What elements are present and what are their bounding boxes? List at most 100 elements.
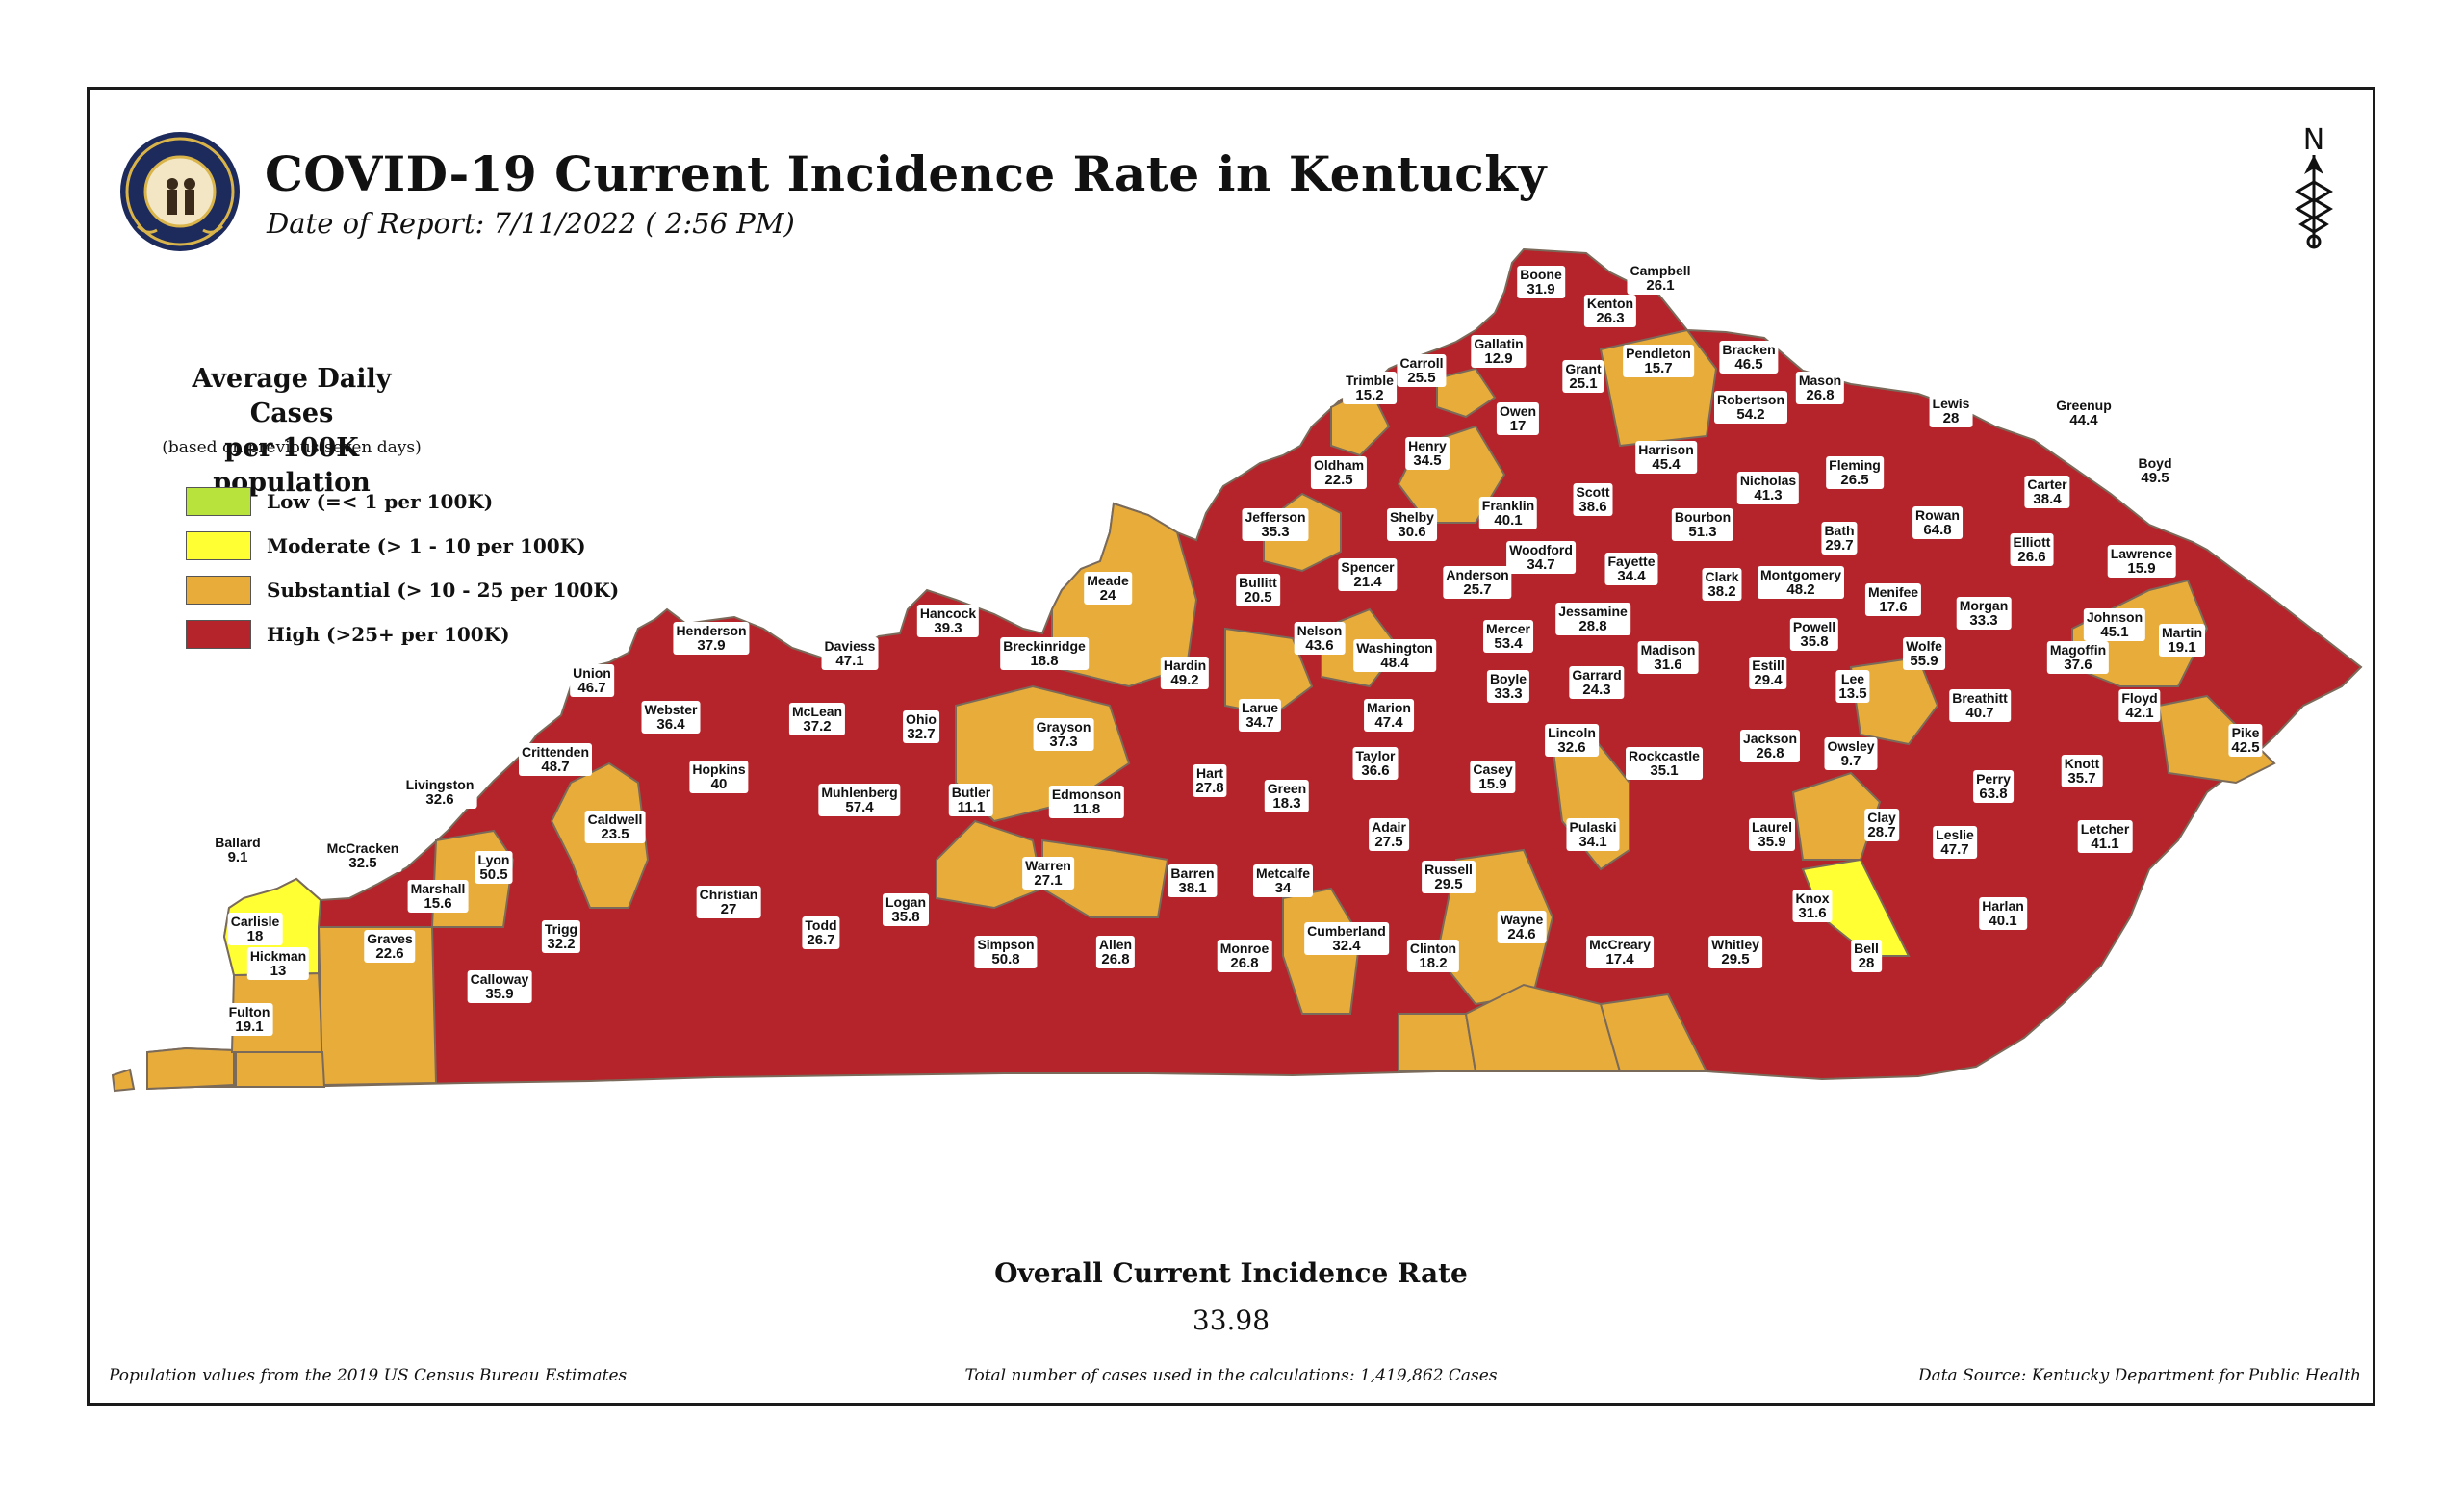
- county-rate: 57.4: [845, 799, 874, 815]
- county-label-gallatin: Gallatin 12.9: [1471, 335, 1527, 368]
- county-label-mclean: McLean 37.2: [788, 703, 846, 735]
- county-name: Breckinridge: [1003, 638, 1086, 654]
- county-name: Laurel: [1751, 819, 1793, 835]
- county-rate: 38.1: [1178, 880, 1207, 896]
- county-shape-carlisle: [146, 1046, 235, 1091]
- county-label-lawrence: Lawrence 15.9: [2107, 545, 2176, 578]
- county-label-lee: Lee 13.5: [1835, 670, 1870, 703]
- county-rate: 31.6: [1798, 905, 1827, 921]
- footer-case-count: Total number of cases used in the calcul…: [964, 1366, 1498, 1385]
- county-label-henderson: Henderson 37.9: [673, 622, 750, 655]
- county-shape-mccreary: [1599, 993, 1708, 1072]
- county-name: Livingston: [405, 777, 475, 792]
- county-name: Harlan: [1982, 898, 2024, 914]
- county-name: Whitley: [1711, 937, 1759, 952]
- county-name: Boyd: [2138, 455, 2172, 471]
- county-label-morgan: Morgan 33.3: [1956, 597, 2012, 630]
- county-label-garrard: Garrard 24.3: [1569, 666, 1625, 699]
- county-shape-gallatin: [1436, 367, 1497, 419]
- county-name: Metcalfe: [1255, 865, 1311, 881]
- county-label-mccracken: McCracken 32.5: [323, 839, 402, 872]
- county-label-rowan: Rowan 64.8: [1912, 506, 1963, 539]
- county-label-campbell: Campbell 26.1: [1627, 262, 1694, 295]
- county-label-pendleton: Pendleton 15.7: [1623, 345, 1694, 377]
- county-name: Rockcastle: [1629, 748, 1700, 763]
- county-label-pike: Pike 42.5: [2228, 724, 2263, 757]
- county-rate: 24.3: [1582, 682, 1611, 698]
- legend-swatch-high: [186, 620, 251, 649]
- county-label-knox: Knox 31.6: [1792, 890, 1833, 922]
- county-name: McCreary: [1589, 937, 1651, 952]
- county-rate: 15.2: [1355, 387, 1384, 403]
- county-name: Lyon: [477, 852, 510, 867]
- county-label-trimble: Trimble 15.2: [1343, 372, 1397, 404]
- county-label-floyd: Floyd 42.1: [2118, 689, 2161, 722]
- county-rate: 63.8: [1979, 786, 2008, 802]
- county-rate: 25.7: [1463, 581, 1492, 598]
- county-label-ohio: Ohio 32.7: [903, 710, 939, 743]
- county-rate: 41.1: [2091, 836, 2119, 852]
- county-rate: 40: [710, 776, 728, 792]
- county-label-meade: Meade 24: [1084, 572, 1132, 605]
- county-shape-bullitt: [1224, 627, 1314, 717]
- legend-note: (based on previous seven days): [162, 438, 422, 457]
- county-name: Oldham: [1313, 457, 1365, 473]
- county-rate: 55.9: [1910, 653, 1938, 669]
- county-rate: 41.3: [1754, 487, 1783, 503]
- county-name: Bracken: [1722, 342, 1776, 357]
- county-rate: 34.4: [1617, 568, 1646, 584]
- county-rate: 11.1: [957, 799, 986, 815]
- county-label-webster: Webster 36.4: [641, 701, 701, 734]
- county-name: Pike: [2231, 725, 2260, 740]
- county-shape-clinton: [1398, 1013, 1477, 1072]
- county-label-washington: Washington 48.4: [1353, 639, 1436, 672]
- county-rate: 37.3: [1049, 734, 1078, 750]
- county-label-mason: Mason 26.8: [1795, 372, 1845, 404]
- county-rate: 29.5: [1721, 951, 1750, 967]
- county-rate: 15.9: [1478, 776, 1507, 792]
- county-rate: 44.4: [2069, 412, 2098, 428]
- county-name: Caldwell: [587, 812, 643, 827]
- county-name: Montgomery: [1760, 567, 1841, 582]
- county-rate: 27: [720, 901, 737, 917]
- county-rate: 17: [1509, 418, 1527, 434]
- legend-title-line1: Average Daily Cases: [192, 364, 392, 428]
- county-name: Ohio: [906, 711, 937, 727]
- legend-label-moderate: Moderate (> 1 - 10 per 100K): [267, 534, 586, 557]
- county-rate: 34: [1274, 880, 1292, 896]
- county-label-madison: Madison 31.6: [1637, 641, 1699, 674]
- county-rate: 40.7: [1965, 705, 1994, 721]
- county-rate: 22.5: [1324, 472, 1353, 488]
- county-rate: 18.8: [1030, 653, 1059, 669]
- county-rate: 49.2: [1170, 672, 1199, 688]
- county-name: Elliott: [2013, 534, 2051, 550]
- legend-label-low: Low (=< 1 per 100K): [267, 490, 494, 513]
- county-label-boyd: Boyd 49.5: [2135, 454, 2175, 487]
- county-label-greenup: Greenup 44.4: [2053, 397, 2115, 429]
- county-rate: 19.1: [235, 1019, 264, 1035]
- county-label-warren: Warren 27.1: [1022, 857, 1074, 890]
- footer-population-note: Population values from the 2019 US Censu…: [109, 1366, 628, 1385]
- county-label-laurel: Laurel 35.9: [1748, 818, 1796, 851]
- county-rate: 18: [246, 928, 264, 944]
- county-name: Hart: [1195, 765, 1224, 781]
- county-rate: 26.7: [807, 932, 835, 948]
- county-rate: 37.9: [697, 637, 726, 654]
- county-rate: 35.8: [891, 909, 920, 925]
- county-rate: 26.5: [1840, 472, 1869, 488]
- county-name: Larue: [1241, 700, 1279, 715]
- county-label-henry: Henry 34.5: [1405, 437, 1450, 470]
- county-rate: 17.4: [1605, 951, 1634, 967]
- county-rate: 49.5: [2141, 470, 2169, 486]
- county-rate: 26.8: [1806, 387, 1835, 403]
- county-name: Mason: [1798, 373, 1842, 388]
- county-label-marshall: Marshall 15.6: [407, 880, 469, 913]
- legend-swatch-low: [186, 487, 251, 516]
- county-label-russell: Russell 29.5: [1422, 861, 1476, 893]
- county-name: Woodford: [1509, 542, 1573, 557]
- county-name: Daviess: [824, 638, 876, 654]
- county-name: Clay: [1867, 810, 1896, 825]
- county-rate: 34.7: [1245, 714, 1274, 731]
- legend-swatch-moderate: [186, 531, 251, 560]
- county-name: Clinton: [1409, 941, 1457, 956]
